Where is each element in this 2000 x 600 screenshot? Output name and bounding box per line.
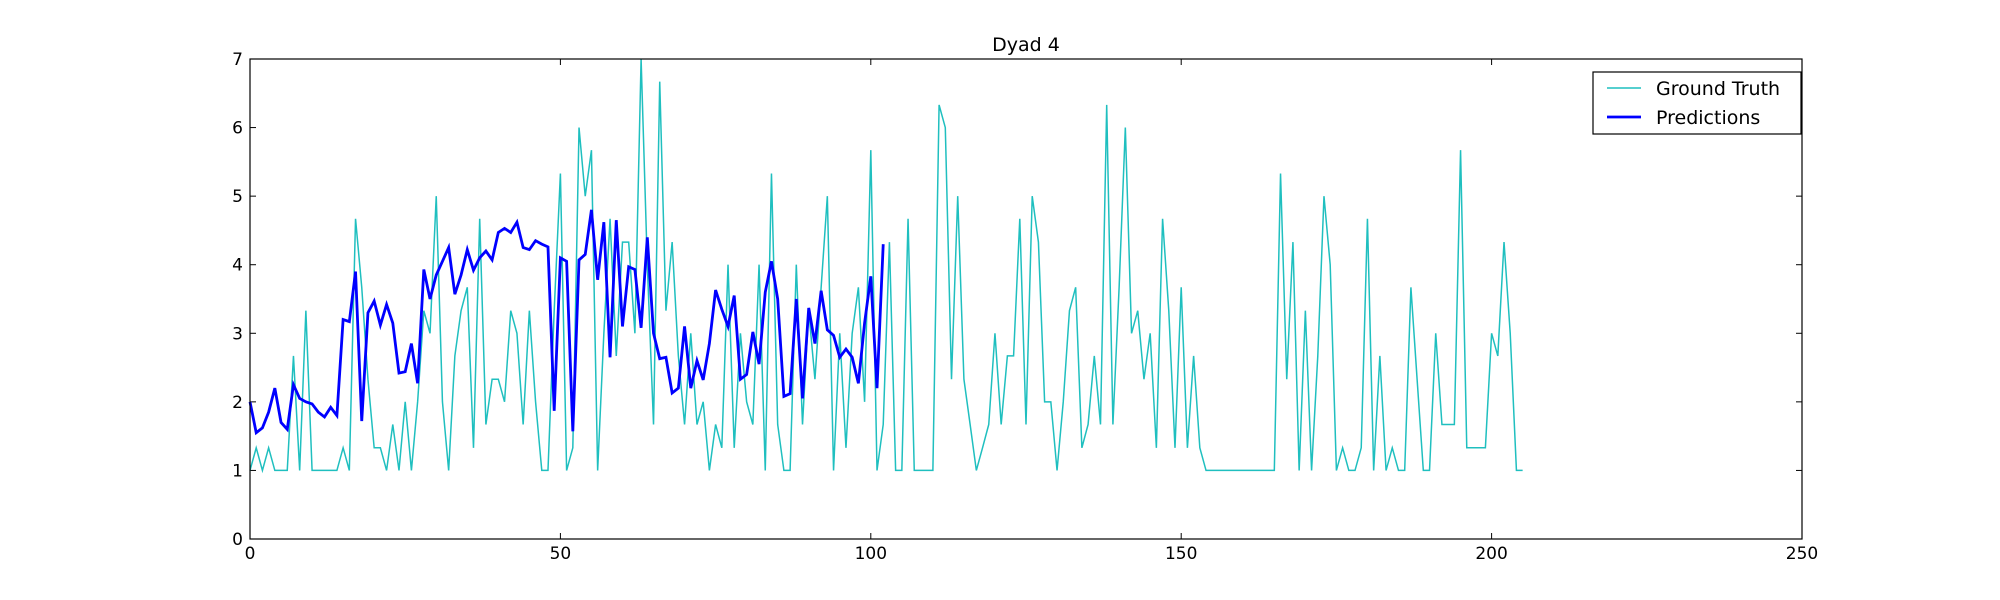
y-tick-label: 3 (232, 324, 243, 344)
series-line-ground-truth (249, 58, 1523, 474)
plot-frame (249, 58, 1803, 540)
x-tick-label: 250 (1786, 544, 1818, 564)
legend-label-ground-truth: Ground Truth (1656, 78, 1780, 100)
y-tick-label: 0 (232, 530, 243, 550)
y-tick-label: 6 (232, 119, 243, 139)
y-tick-label: 5 (232, 187, 243, 207)
y-tick-label: 7 (232, 50, 243, 70)
x-tick-label: 50 (550, 544, 572, 564)
x-tick-label: 150 (1165, 544, 1197, 564)
legend: Ground Truth Predictions (1592, 71, 1802, 135)
legend-label-predictions: Predictions (1656, 107, 1760, 129)
series-line-predictions (248, 209, 885, 436)
series-layer (248, 58, 1523, 474)
x-tick-label: 100 (855, 544, 887, 564)
x-tick-label: 0 (245, 544, 256, 564)
y-tick-label: 1 (232, 461, 243, 481)
legend-box (1592, 71, 1802, 135)
y-tick-label: 4 (232, 256, 243, 276)
axis-ticks: 0 50 100 150 200 250 0 1 2 3 4 5 6 7 (232, 50, 1818, 564)
x-tick-label: 200 (1475, 544, 1507, 564)
chart-title: Dyad 4 (992, 34, 1060, 56)
y-tick-label: 2 (232, 393, 243, 413)
